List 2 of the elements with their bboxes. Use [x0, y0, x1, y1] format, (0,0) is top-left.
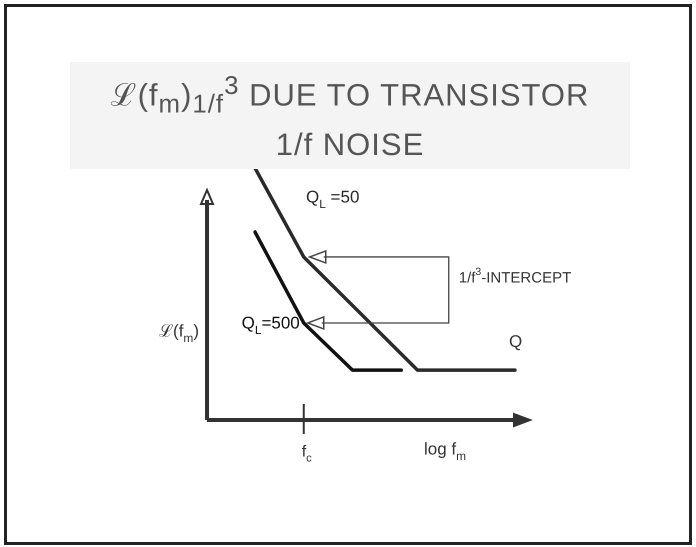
- annotation: Q: [509, 332, 522, 351]
- chart-title: ℒ(f$_{m}$)$_{1/f}$$^{3}$ DUE TO TRANSISTOR 1/f NOISE: [70, 62, 630, 169]
